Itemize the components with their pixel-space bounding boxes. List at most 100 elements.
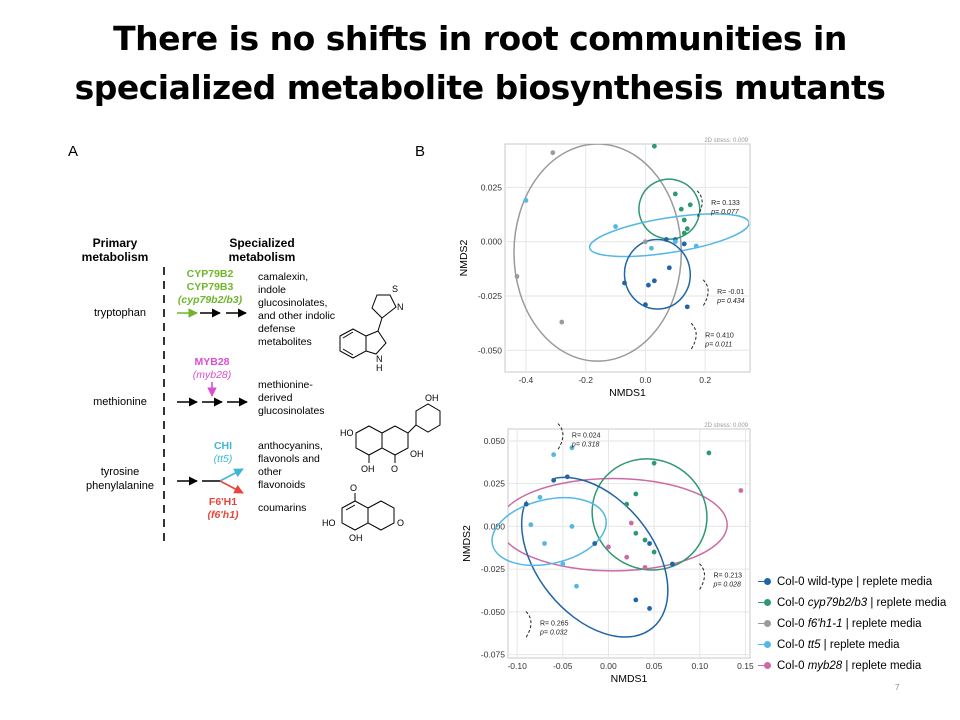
data-point xyxy=(651,143,657,149)
x-tick-label: -0.05 xyxy=(553,661,573,671)
annotation-bracket xyxy=(699,563,705,590)
data-point xyxy=(551,477,557,483)
data-point xyxy=(693,243,699,249)
product-trp-5: defense xyxy=(258,323,296,335)
legend-label: Col-0 f6'h1-1 | replete media xyxy=(777,617,922,630)
data-point xyxy=(647,541,652,546)
data-point xyxy=(523,501,529,507)
substrate-phenylalanine: phenylalanine xyxy=(86,480,154,492)
confidence-ellipse xyxy=(491,497,607,567)
legend-swatch xyxy=(764,578,771,585)
annotation-text: R= 0.265 xyxy=(540,621,569,628)
product-trp-2: indole xyxy=(258,284,286,296)
data-point xyxy=(606,544,611,550)
y-tick-label: -0.050 xyxy=(478,345,502,355)
legend-label: Col-0 myb28 | replete media xyxy=(777,659,922,672)
data-point xyxy=(633,530,639,536)
data-point xyxy=(672,239,678,245)
legend: Col-0 wild-type | replete media Col-0 cy… xyxy=(758,571,958,676)
substrate-tyrosine: tyrosine xyxy=(101,466,140,478)
data-point xyxy=(528,522,534,528)
specialized-header-1: Specialized xyxy=(229,236,294,250)
data-point xyxy=(684,226,690,232)
data-point xyxy=(678,206,684,212)
legend-line xyxy=(758,665,765,666)
data-point xyxy=(569,524,575,529)
mutant-cyp79b2b3: (cyp79b2/b3) xyxy=(178,294,243,306)
legend-label: Col-0 cyp79b2/b3 | replete media xyxy=(777,596,947,609)
data-point xyxy=(560,561,566,567)
annotation-text: p= 0.434 xyxy=(716,298,745,305)
annotation-text: R= 0.024 xyxy=(572,433,601,440)
enzyme-cyp79b2: CYP79B2 xyxy=(187,268,234,280)
data-point xyxy=(684,304,690,310)
cyan-arrow xyxy=(219,468,244,482)
data-point xyxy=(624,554,630,560)
annotation-text: p= 0.032 xyxy=(539,630,568,637)
annotation-text: p= 0.011 xyxy=(704,341,732,348)
confidence-ellipse xyxy=(638,178,701,240)
primary-header-1: Primary xyxy=(93,236,138,250)
y-tick-label: -0.050 xyxy=(481,607,505,617)
flavonoid-oh-bottom: OH xyxy=(361,464,375,474)
confidence-ellipse xyxy=(513,144,683,362)
data-point xyxy=(646,282,651,288)
y-tick-label: 0.000 xyxy=(484,521,506,531)
enzyme-f6h1: F6'H1 xyxy=(209,496,237,508)
enzyme-cyp79b3: CYP79B3 xyxy=(187,281,234,293)
data-point xyxy=(651,460,657,466)
annotation-text: p= 0.077 xyxy=(710,209,740,216)
data-point xyxy=(666,265,672,271)
data-point xyxy=(687,202,693,208)
data-point xyxy=(633,597,639,603)
legend-line xyxy=(758,581,765,582)
y-tick-label: 0.025 xyxy=(484,479,506,489)
data-point xyxy=(681,230,687,236)
y-tick-label: -0.075 xyxy=(481,650,505,660)
data-point xyxy=(642,537,648,543)
substrate-tryptophan: tryptophan xyxy=(94,307,146,319)
specialized-header-2: metabolism xyxy=(229,250,296,264)
x-axis-label: NMDS1 xyxy=(611,673,648,685)
y-tick-label: 0.025 xyxy=(481,182,503,192)
data-point xyxy=(592,541,598,546)
product-tyr-3: other xyxy=(258,466,282,478)
legend-swatch xyxy=(764,620,771,627)
confidence-ellipse xyxy=(591,458,708,571)
y-tick-label: -0.025 xyxy=(478,291,502,301)
legend-line xyxy=(758,623,765,624)
data-point xyxy=(624,501,630,507)
data-point xyxy=(643,302,648,308)
product-trp-1: camalexin, xyxy=(258,271,308,283)
data-point xyxy=(537,494,543,500)
x-tick-label: 0.10 xyxy=(692,661,709,671)
legend-item-cyp79b2b3: Col-0 cyp79b2/b3 | replete media xyxy=(758,592,958,613)
legend-swatch xyxy=(764,641,771,648)
mutant-f6h1: (f6'h1) xyxy=(207,509,239,521)
slide-title: There is no shifts in root communities i… xyxy=(0,14,960,112)
product-coumarins: coumarins xyxy=(258,502,306,514)
camalexin-n2: N xyxy=(397,302,404,312)
data-point xyxy=(681,241,687,247)
annotation-bracket xyxy=(702,279,709,307)
y-tick-label: 0.000 xyxy=(481,237,503,247)
annotation-text: R= 0.410 xyxy=(705,332,734,339)
flavonoid-o-bottom: O xyxy=(391,464,398,474)
annotation-text: p= 0.318 xyxy=(571,442,600,449)
primary-header-2: metabolism xyxy=(82,250,149,264)
data-point xyxy=(523,198,529,203)
data-point xyxy=(542,541,547,546)
data-point xyxy=(550,150,556,156)
x-tick-label: 0.0 xyxy=(640,375,652,385)
data-point xyxy=(643,239,648,245)
product-trp-3: glucosinolates, xyxy=(258,297,327,309)
data-point xyxy=(738,488,744,493)
x-tick-label: -0.10 xyxy=(507,661,527,671)
page-number: 7 xyxy=(895,683,900,692)
legend-label: Col-0 tt5 | replete media xyxy=(777,638,900,651)
product-tyr-1: anthocyanins, xyxy=(258,440,323,452)
legend-item-tt5: Col-0 tt5 | replete media xyxy=(758,634,958,655)
product-tyr-4: flavonoids xyxy=(258,479,305,491)
data-point xyxy=(649,245,654,251)
x-tick-label: 0.00 xyxy=(600,661,617,671)
